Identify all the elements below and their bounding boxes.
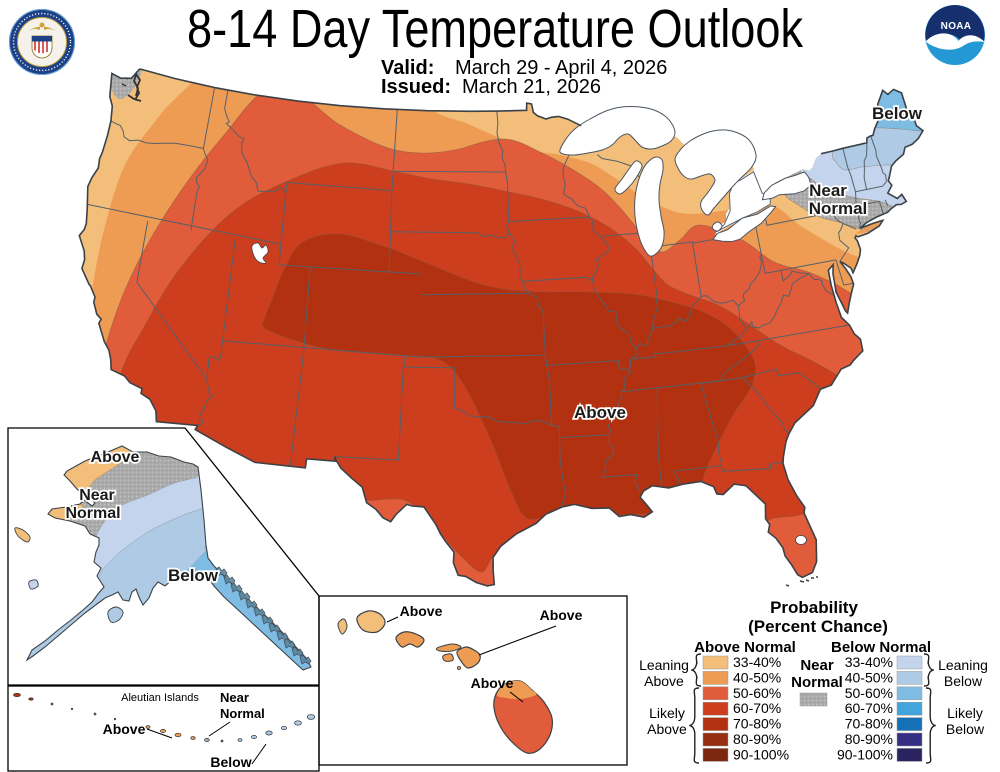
svg-text:Above: Above: [647, 721, 687, 737]
svg-text:80-90%: 80-90%: [845, 731, 893, 747]
svg-text:Aleutian Islands: Aleutian Islands: [121, 692, 199, 704]
svg-text:Probability: Probability: [770, 598, 858, 617]
svg-text:March 21, 2026: March 21, 2026: [462, 76, 601, 98]
svg-text:Above: Above: [400, 603, 443, 619]
svg-text:90-100%: 90-100%: [837, 746, 893, 762]
svg-text:March 29 - April 4, 2026: March 29 - April 4, 2026: [455, 57, 667, 79]
svg-text:Near: Near: [800, 657, 834, 674]
svg-text:70-80%: 70-80%: [845, 716, 893, 732]
svg-text:NOAA: NOAA: [941, 21, 972, 32]
svg-text:Normal: Normal: [809, 199, 868, 218]
svg-text:Above: Above: [574, 403, 626, 422]
svg-text:33-40%: 33-40%: [733, 654, 781, 670]
svg-text:Below Normal: Below Normal: [831, 639, 931, 656]
svg-text:40-50%: 40-50%: [733, 669, 781, 685]
svg-text:Near: Near: [809, 181, 847, 200]
svg-text:80-90%: 80-90%: [733, 731, 781, 747]
svg-text:60-70%: 60-70%: [845, 700, 893, 716]
svg-text:Normal: Normal: [220, 706, 265, 721]
svg-text:Issued:: Issued:: [381, 76, 451, 98]
svg-text:Near: Near: [220, 690, 249, 705]
svg-text:Normal: Normal: [791, 674, 843, 691]
svg-text:50-60%: 50-60%: [733, 685, 781, 701]
svg-text:Likely: Likely: [649, 705, 685, 721]
svg-text:Likely: Likely: [947, 705, 983, 721]
svg-text:60-70%: 60-70%: [733, 700, 781, 716]
svg-text:40-50%: 40-50%: [845, 669, 893, 685]
svg-text:Below: Below: [872, 104, 923, 123]
svg-text:8-14 Day Temperature Outlook: 8-14 Day Temperature Outlook: [187, 0, 804, 59]
svg-text:Below: Below: [210, 754, 251, 770]
svg-text:Above: Above: [540, 607, 583, 623]
svg-text:Near: Near: [79, 487, 115, 504]
svg-text:(Percent Chance): (Percent Chance): [748, 617, 888, 636]
svg-text:Above: Above: [91, 449, 140, 466]
svg-text:70-80%: 70-80%: [733, 716, 781, 732]
svg-text:Normal: Normal: [65, 505, 120, 522]
svg-text:Below: Below: [168, 566, 219, 585]
svg-text:Below: Below: [946, 721, 985, 737]
svg-text:Below: Below: [944, 673, 983, 689]
svg-text:Above Normal: Above Normal: [694, 639, 796, 656]
svg-text:Above: Above: [644, 673, 684, 689]
svg-text:Leaning: Leaning: [639, 657, 689, 673]
svg-text:90-100%: 90-100%: [733, 746, 789, 762]
svg-text:Above: Above: [103, 721, 146, 737]
svg-text:33-40%: 33-40%: [845, 654, 893, 670]
svg-text:Valid:: Valid:: [381, 57, 434, 79]
svg-text:Above: Above: [471, 675, 514, 691]
svg-text:Leaning: Leaning: [938, 657, 988, 673]
svg-text:50-60%: 50-60%: [845, 685, 893, 701]
